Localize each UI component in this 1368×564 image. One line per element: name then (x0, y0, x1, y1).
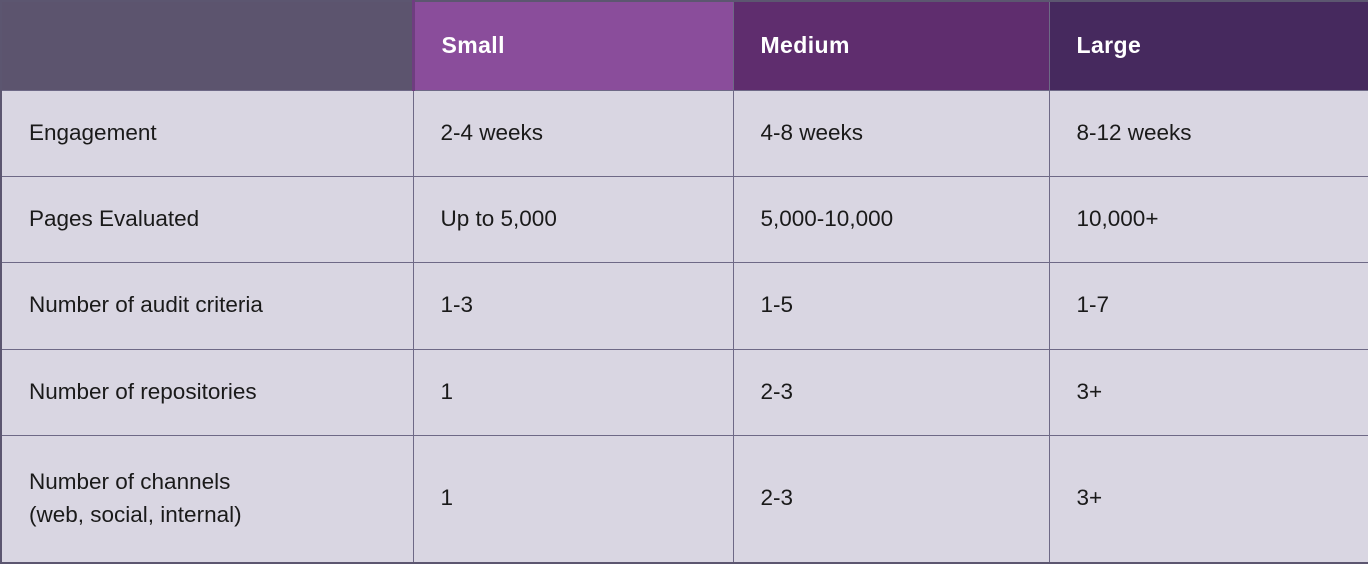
cell-value: 2-3 (732, 434, 1050, 564)
table-row-channels: Number of channels (web, social, interna… (0, 434, 1368, 564)
header-cell-large: Large (1048, 0, 1368, 91)
cell-value: 1 (412, 434, 734, 564)
cell-value: 5,000-10,000 (732, 175, 1050, 263)
row-label: Engagement (0, 89, 414, 177)
header-cell-blank (0, 0, 414, 91)
row-label: Number of audit criteria (0, 261, 414, 350)
cell-value: 4-8 weeks (732, 89, 1050, 177)
cell-value: 8-12 weeks (1048, 89, 1368, 177)
table-row-repositories: Number of repositories 1 2-3 3+ (0, 348, 1368, 436)
table-row-engagement: Engagement 2-4 weeks 4-8 weeks 8-12 week… (0, 89, 1368, 177)
table-row-audit-criteria: Number of audit criteria 1-3 1-5 1-7 (0, 261, 1368, 350)
row-label: Pages Evaluated (0, 175, 414, 263)
header-cell-medium: Medium (732, 0, 1050, 91)
header-cell-small: Small (411, 0, 734, 91)
cell-value: 1 (412, 348, 734, 436)
cell-value: 1-7 (1048, 261, 1368, 350)
header-row: Small Medium Large (0, 0, 1368, 91)
cell-value: 1-3 (412, 261, 734, 350)
cell-value: 2-4 weeks (412, 89, 734, 177)
row-label: Number of channels (web, social, interna… (0, 434, 414, 564)
cell-value: 1-5 (732, 261, 1050, 350)
row-label: Number of repositories (0, 348, 414, 436)
cell-value: 2-3 (732, 348, 1050, 436)
table-row-pages-evaluated: Pages Evaluated Up to 5,000 5,000-10,000… (0, 175, 1368, 263)
cell-value: 3+ (1048, 348, 1368, 436)
cell-value: Up to 5,000 (412, 175, 734, 263)
cell-value: 10,000+ (1048, 175, 1368, 263)
cell-value: 3+ (1048, 434, 1368, 564)
